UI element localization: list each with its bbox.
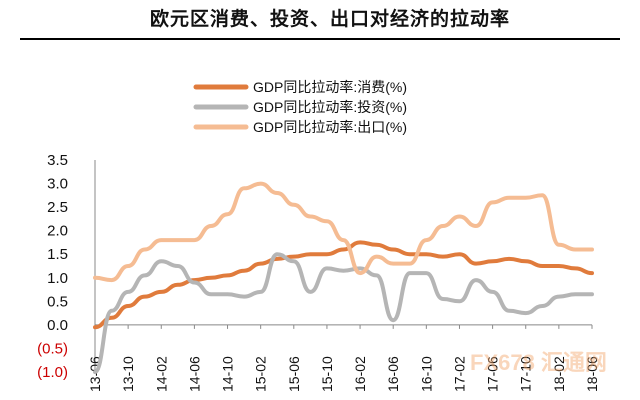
legend-label: GDP同比拉动率:出口(%) bbox=[253, 119, 407, 135]
watermark: FX678 汇通网 bbox=[470, 350, 607, 375]
legend: GDP同比拉动率:消费(%) GDP同比拉动率:投资(%) GDP同比拉动率:出口(… bbox=[193, 79, 407, 135]
axes: 3.53.02.52.01.51.00.50.0(0.5)(1.0) 13-06 1… bbox=[37, 152, 600, 392]
x-tick-label: 18-06 bbox=[584, 356, 600, 392]
x-tick-label: 14-06 bbox=[186, 356, 202, 392]
y-tick-label: (1.0) bbox=[37, 364, 68, 381]
y-tick-label: 1.5 bbox=[47, 246, 68, 263]
x-tick-label: 16-06 bbox=[385, 356, 401, 392]
watermark-text: FX678 汇通网 bbox=[470, 350, 607, 375]
y-tick-label: 2.0 bbox=[47, 223, 68, 240]
y-tick-label: 1.0 bbox=[47, 270, 68, 287]
x-tick-label: 17-06 bbox=[485, 356, 501, 392]
y-tick-label: (0.5) bbox=[37, 340, 68, 357]
x-tick-label: 15-02 bbox=[253, 356, 269, 392]
y-tick-label: 3.0 bbox=[47, 176, 68, 193]
x-tick-label: 16-02 bbox=[352, 356, 368, 392]
y-tick-label: 3.5 bbox=[47, 152, 68, 169]
x-tick-label: 16-10 bbox=[418, 356, 434, 392]
series-group bbox=[93, 181, 594, 374]
x-tick-label: 15-06 bbox=[286, 356, 302, 392]
series-line bbox=[93, 240, 594, 330]
y-tick-label: 0.0 bbox=[47, 317, 68, 334]
y-tick-label: 0.5 bbox=[47, 293, 68, 310]
x-tick-label: 17-02 bbox=[451, 356, 467, 392]
chart-title: 欧元区消费、投资、出口对经济的拉动率 bbox=[150, 8, 511, 30]
x-tick-label: 18-02 bbox=[551, 356, 567, 392]
title-rule bbox=[20, 38, 620, 40]
legend-label: GDP同比拉动率:投资(%) bbox=[253, 99, 407, 115]
x-tick-label: 13-10 bbox=[120, 356, 136, 392]
x-tick-label: 14-02 bbox=[153, 356, 169, 392]
x-tick-label: 15-10 bbox=[319, 356, 335, 392]
x-tick-label: 14-10 bbox=[220, 356, 236, 392]
y-tick-label: 2.5 bbox=[47, 199, 68, 216]
x-tick-label: 17-10 bbox=[518, 356, 534, 392]
legend-label: GDP同比拉动率:消费(%) bbox=[253, 79, 407, 95]
